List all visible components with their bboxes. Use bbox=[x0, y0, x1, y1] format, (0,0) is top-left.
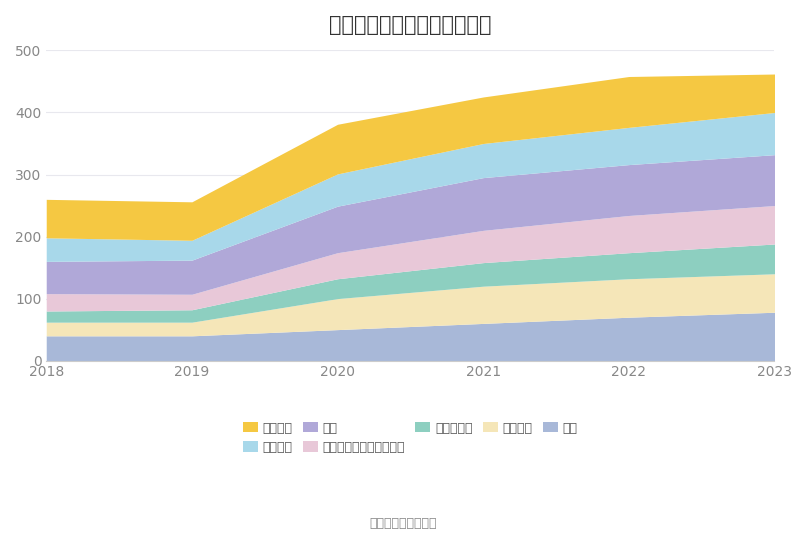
Text: 数据来源：恒生聚源: 数据来源：恒生聚源 bbox=[370, 517, 437, 530]
Legend: 货币资金, 应收账款, 存货, 一年内到期的非流动资产, 长期应收款, 固定资产, 其它: 货币资金, 应收账款, 存货, 一年内到期的非流动资产, 长期应收款, 固定资产… bbox=[238, 417, 583, 459]
Title: 历年主要资产堆积图（亿元）: 历年主要资产堆积图（亿元） bbox=[329, 15, 491, 35]
